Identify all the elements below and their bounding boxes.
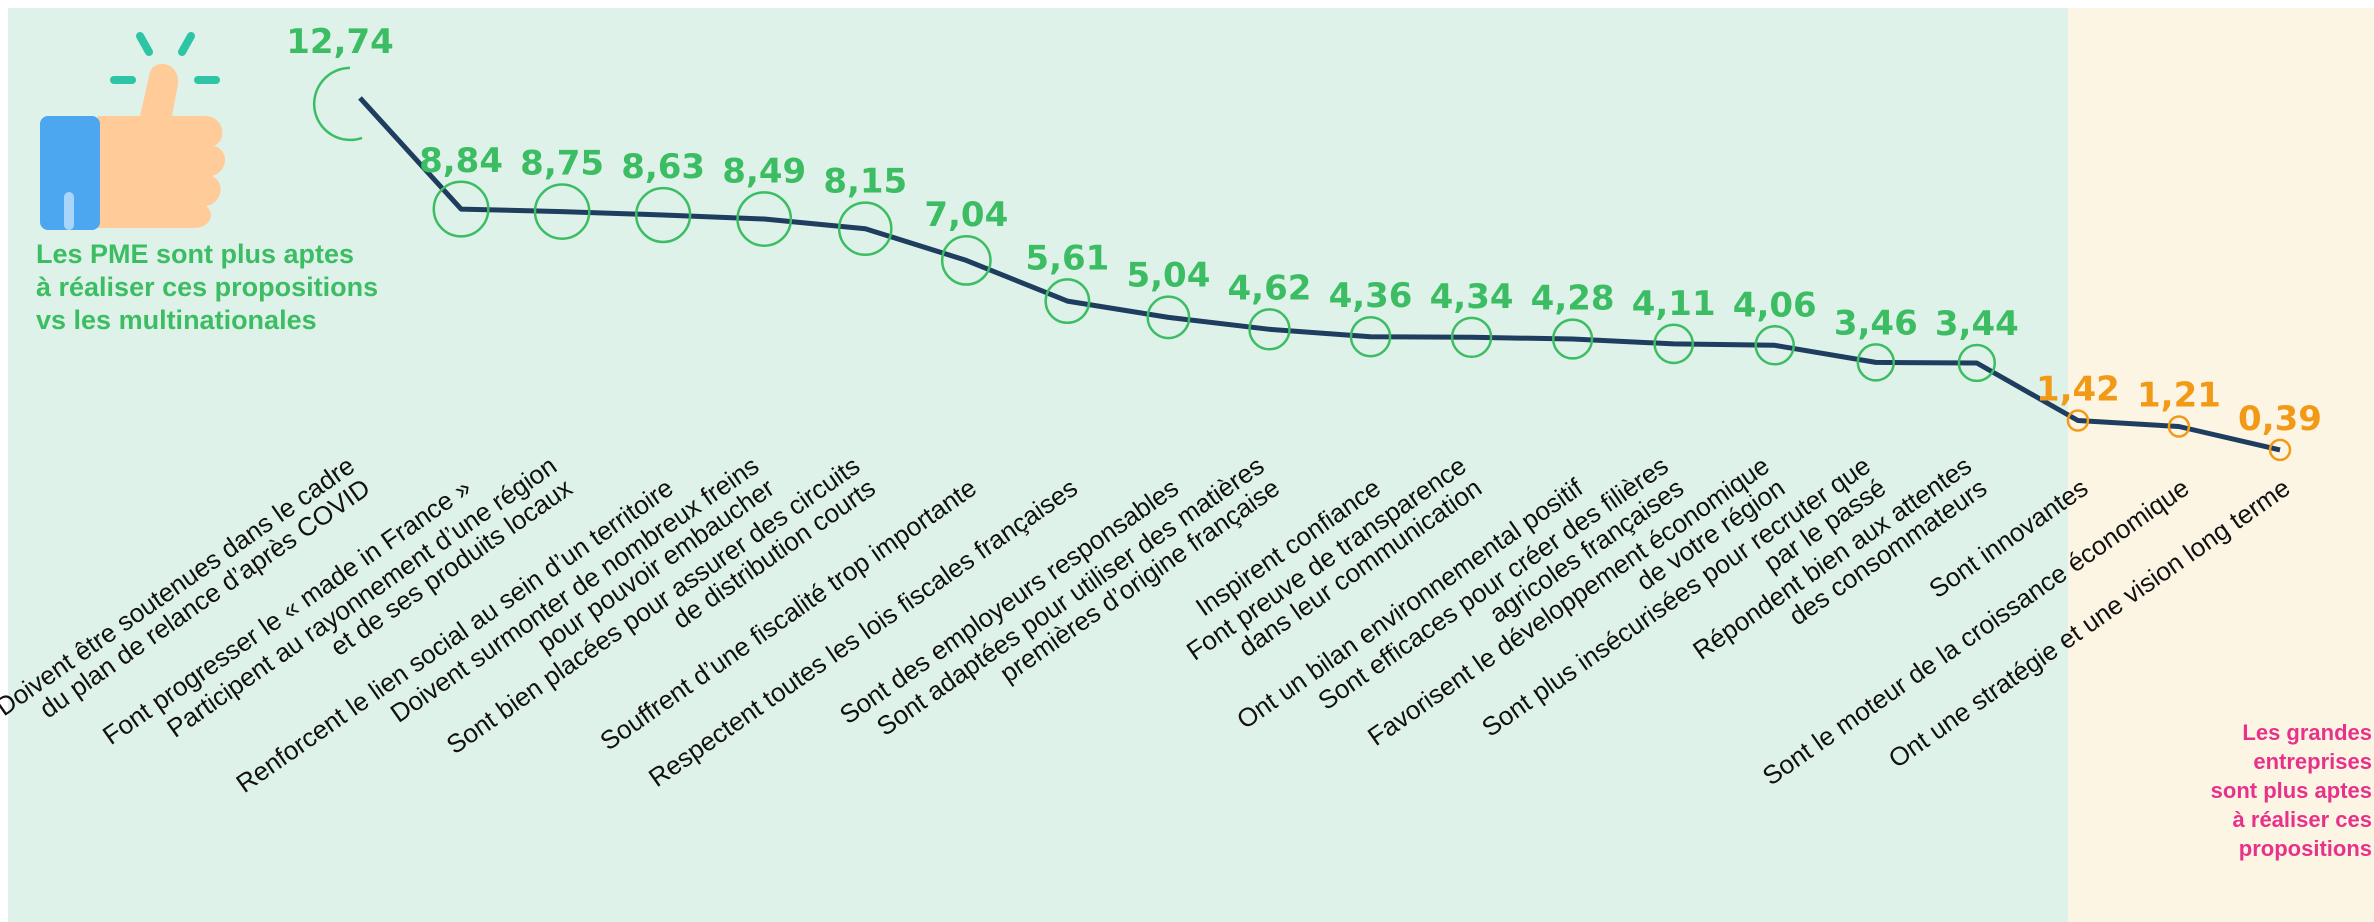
data-marker xyxy=(1044,278,1091,325)
data-marker xyxy=(1450,316,1493,359)
data-marker xyxy=(2066,409,2090,432)
value-label: 5,61 xyxy=(1025,238,1109,278)
data-marker xyxy=(1248,308,1291,351)
grandes-entreprises-note: Les grandes entreprises sont plus aptes … xyxy=(2172,718,2372,863)
ge-note-line-4: à réaliser ces xyxy=(2232,807,2372,832)
data-marker xyxy=(533,183,591,240)
value-label: 4,11 xyxy=(1632,284,1716,324)
value-label: 12,74 xyxy=(286,22,394,62)
pme-note: Les PME sont plus aptes à réaliser ces p… xyxy=(36,238,386,337)
value-label: 8,49 xyxy=(722,151,806,191)
value-label: 5,04 xyxy=(1126,256,1210,296)
ge-note-line-5: propositions xyxy=(2238,836,2372,861)
value-label: 4,34 xyxy=(1430,277,1514,317)
pme-note-line-2: à réaliser ces propositions xyxy=(36,272,379,302)
value-label: 1,42 xyxy=(2036,370,2120,410)
value-labels: 12,74 8,84 8,75 8,63 8,49 8,15 7,04 5,61 5,04 4,6… xyxy=(286,22,2322,439)
value-label: 0,39 xyxy=(2238,399,2322,439)
data-marker xyxy=(1856,343,1896,382)
data-marker xyxy=(736,191,793,247)
data-marker xyxy=(1653,323,1695,365)
sparkle-icon xyxy=(110,32,220,84)
ge-note-line-3: sont plus aptes xyxy=(2210,778,2372,803)
value-label: 3,44 xyxy=(1935,304,2019,344)
value-label: 3,46 xyxy=(1834,303,1918,343)
data-marker xyxy=(312,66,363,142)
value-label: 4,28 xyxy=(1531,279,1615,319)
grandes-zone-background xyxy=(2068,8,2374,922)
value-label: 7,04 xyxy=(924,195,1008,235)
pme-note-line-1: Les PME sont plus aptes xyxy=(36,239,355,269)
data-marker xyxy=(2268,438,2292,462)
data-markers xyxy=(312,66,2292,462)
data-marker xyxy=(2167,415,2191,438)
data-marker xyxy=(1146,295,1191,340)
data-marker xyxy=(1551,318,1594,360)
value-label: 4,62 xyxy=(1228,268,1312,308)
ge-note-line-2: entreprises xyxy=(2253,749,2372,774)
value-label: 8,63 xyxy=(621,147,705,187)
value-label: 8,84 xyxy=(419,141,503,181)
pme-zone-background xyxy=(8,8,2068,922)
value-label: 4,36 xyxy=(1329,276,1413,316)
pme-note-line-3: vs les multinationales xyxy=(36,305,317,335)
data-marker xyxy=(635,186,692,244)
thumbs-up-icon xyxy=(40,32,226,230)
value-label: 8,15 xyxy=(823,162,907,202)
value-label: 8,75 xyxy=(520,144,604,184)
data-marker xyxy=(940,234,992,286)
ge-note-line-1: Les grandes xyxy=(2242,720,2372,745)
data-marker xyxy=(1349,315,1392,358)
data-marker xyxy=(1957,343,1997,383)
data-marker xyxy=(837,201,893,257)
data-marker xyxy=(432,180,490,238)
data-marker xyxy=(1754,325,1795,366)
value-label: 1,21 xyxy=(2137,376,2221,416)
value-label: 4,06 xyxy=(1733,285,1817,325)
